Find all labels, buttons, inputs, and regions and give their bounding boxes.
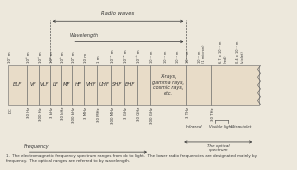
Text: UHF: UHF [99, 82, 110, 88]
Text: 3 GHz: 3 GHz [124, 107, 128, 119]
Bar [8, 65, 27, 105]
Text: VHF: VHF [85, 82, 96, 88]
Text: 10⁻² m: 10⁻² m [124, 49, 128, 63]
Text: ELF: ELF [13, 82, 22, 88]
Text: 10⁶ m: 10⁶ m [27, 51, 31, 63]
Text: 10⁻⁴ m: 10⁻⁴ m [176, 50, 180, 63]
Text: Infrared: Infrared [186, 125, 202, 129]
Bar [138, 65, 150, 105]
Text: Frequency: Frequency [24, 144, 49, 149]
Bar [150, 65, 186, 105]
Bar [124, 65, 138, 105]
Bar [61, 65, 72, 105]
Bar [83, 65, 97, 105]
Text: 300 kHz: 300 kHz [72, 107, 76, 123]
Bar [97, 65, 111, 105]
Bar [27, 65, 39, 105]
Text: 30 THz: 30 THz [211, 107, 215, 121]
Text: 10⁻⁶ m
(1 micron): 10⁻⁶ m (1 micron) [198, 44, 206, 63]
Text: 10⁵ m: 10⁵ m [39, 51, 43, 63]
Bar [72, 65, 83, 105]
Text: 10⁴ m: 10⁴ m [50, 51, 54, 63]
Text: Wavelength: Wavelength [69, 33, 98, 38]
Text: X-rays,
gamma rays,
cosmic rays,
etc.: X-rays, gamma rays, cosmic rays, etc. [152, 74, 184, 96]
Text: 3 kHz: 3 kHz [50, 107, 54, 118]
Bar [39, 65, 50, 105]
Text: 30 MHz: 30 MHz [97, 107, 101, 122]
Text: The optical
spectrum: The optical spectrum [207, 144, 230, 152]
Text: EHF: EHF [125, 82, 136, 88]
Text: VF: VF [29, 82, 36, 88]
Text: 10⁻³ m: 10⁻³ m [164, 50, 168, 63]
Text: 6.7 x 10⁻⁷ m
(red): 6.7 x 10⁻⁷ m (red) [219, 40, 228, 63]
Bar [111, 65, 124, 105]
Text: 10⁻³ m: 10⁻³ m [138, 49, 141, 63]
Text: VLF: VLF [40, 82, 49, 88]
Text: 30 Hz: 30 Hz [27, 107, 31, 118]
Text: 3 THz: 3 THz [186, 107, 190, 118]
Text: Visible light: Visible light [209, 125, 233, 129]
Text: 300 MHz: 300 MHz [111, 107, 115, 124]
Text: 10⁻² m: 10⁻² m [150, 50, 154, 63]
Text: LF: LF [52, 82, 58, 88]
Text: 10² m: 10² m [72, 51, 76, 63]
Text: DC: DC [8, 107, 12, 113]
Text: SHF: SHF [112, 82, 123, 88]
Bar [50, 65, 61, 105]
Text: 10⁻⁵ m: 10⁻⁵ m [186, 50, 190, 63]
Text: 30 GHz: 30 GHz [138, 107, 141, 121]
Text: 3 MHz: 3 MHz [83, 107, 88, 119]
Text: 1.  The electromagnetic frequency spectrum ranges from dc to light.  The lower r: 1. The electromagnetic frequency spectru… [6, 154, 257, 163]
Text: Radio waves: Radio waves [101, 11, 135, 16]
Text: HF: HF [74, 82, 81, 88]
Text: 10⁻¹ m: 10⁻¹ m [111, 49, 115, 63]
Text: 10⁷ m: 10⁷ m [8, 51, 12, 63]
Text: 1 m: 1 m [97, 55, 101, 63]
Text: 300 GHz: 300 GHz [150, 107, 154, 124]
Text: 0.4 x 10⁻⁷ m
(violet): 0.4 x 10⁻⁷ m (violet) [236, 40, 245, 63]
Text: 10 m: 10 m [83, 53, 88, 63]
Bar [186, 65, 211, 105]
Bar [211, 65, 259, 105]
Text: 10³ m: 10³ m [61, 51, 65, 63]
Text: 300 Hz: 300 Hz [39, 107, 43, 121]
Text: MF: MF [63, 82, 70, 88]
Text: Ultraviolet: Ultraviolet [231, 125, 252, 129]
Text: 30 kHz: 30 kHz [61, 107, 65, 121]
